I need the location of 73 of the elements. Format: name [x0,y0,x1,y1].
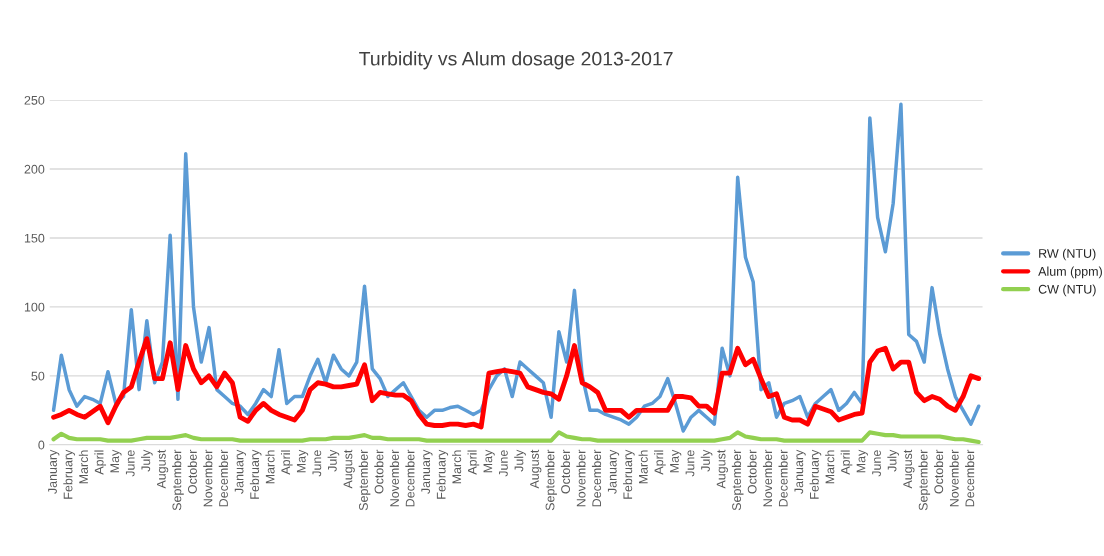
x-tick-label: February [623,449,635,499]
y-tick-label: 250 [24,95,45,105]
x-tick-label: March [78,450,89,484]
x-tick-label: June [312,450,322,477]
x-tick-label: February [249,449,262,499]
x-tick-label: December [965,449,975,507]
legend-label: Alum (ppm) [1038,266,1102,279]
x-tick-label: August [716,449,728,489]
x-tick-label: August [157,449,169,489]
x-tick-label: September [731,449,744,511]
x-tick-label: August [343,449,355,489]
x-tick-label: November [576,449,586,507]
x-tick-label: August [903,449,915,489]
x-tick-label: November [949,449,959,507]
x-tick-label: October [560,449,571,494]
x-tick-label: June [872,450,881,477]
x-tick-label: December [218,449,228,507]
x-tick-label: July [887,449,899,472]
line-series [51,430,981,445]
x-tick-label: January [48,449,60,494]
x-tick-label: May [670,449,682,473]
x-tick-label: April [840,450,853,475]
x-tick-label: February [436,449,449,499]
x-tick-label: September [918,449,931,511]
y-tick-label: 150 [24,233,45,243]
x-tick-label: June [125,450,135,477]
x-tick-label: May [483,449,495,473]
x-tick-label: October [933,449,944,494]
x-tick-label: July [327,449,340,472]
x-tick-label: July [514,449,526,472]
x-tick-label: April [94,450,107,475]
y-tick-label: 0 [38,440,45,450]
x-tick-label: May [110,449,122,473]
x-tick-label: January [234,449,246,494]
x-tick-label: November [203,449,213,507]
x-tick-label: December [591,449,602,507]
x-tick-label: January [794,449,806,494]
x-tick-label: August [530,449,542,489]
x-tick-label: November [762,449,773,507]
x-tick-label: February [809,449,822,499]
x-tick-label: December [778,449,788,507]
x-tick-label: October [747,449,757,494]
chart-title: Turbidity vs Alum dosage 2013-2017 [359,51,673,70]
x-tick-label: April [467,450,480,475]
line-series [51,336,982,430]
x-tick-label: January [421,449,433,494]
y-tick-label: 100 [24,302,45,312]
x-tick-label: September [358,449,371,511]
legend-label: RW (NTU) [1039,248,1096,261]
x-tick-label: October [187,449,197,494]
x-tick-label: June [499,450,508,477]
x-tick-label: September [545,449,557,511]
x-tick-label: March [638,450,648,484]
x-tick-label: September [172,449,184,511]
x-tick-label: March [265,450,275,484]
x-tick-label: December [405,449,415,507]
x-tick-label: July [700,449,713,472]
line-series [51,102,981,433]
x-tick-label: June [685,450,695,477]
x-tick-label: October [374,449,384,494]
x-tick-label: April [280,450,293,475]
x-tick-label: May [296,449,309,473]
x-tick-label: November [389,449,399,507]
x-tick-label: January [607,449,620,494]
x-tick-label: July [141,449,153,472]
y-tick-label: 50 [31,371,45,381]
legend-label: CW (NTU) [1038,284,1096,297]
x-tick-label: May [856,449,868,473]
y-tick-label: 200 [24,164,45,174]
x-tick-label: March [825,450,835,484]
x-tick-label: April [654,450,666,475]
x-tick-label: February [63,449,75,499]
x-tick-label: March [451,450,462,484]
